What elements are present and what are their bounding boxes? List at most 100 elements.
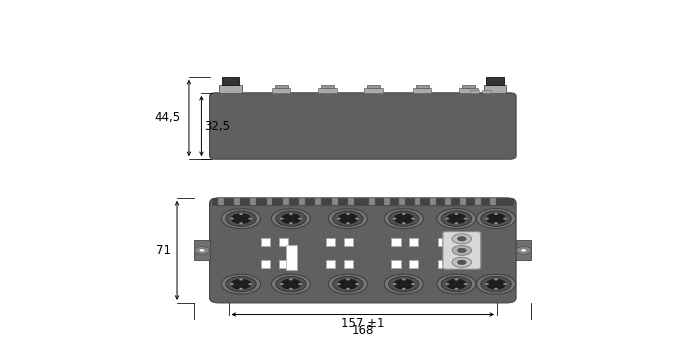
Bar <box>445 199 451 205</box>
Text: 44,5: 44,5 <box>155 112 181 125</box>
Text: 71: 71 <box>155 244 171 257</box>
Text: 168: 168 <box>351 324 374 337</box>
Circle shape <box>463 283 468 285</box>
Circle shape <box>337 218 341 220</box>
Bar <box>486 77 503 85</box>
Bar <box>348 199 354 205</box>
Bar <box>410 238 419 246</box>
Circle shape <box>248 283 252 285</box>
Circle shape <box>230 218 234 220</box>
Circle shape <box>393 218 397 220</box>
Circle shape <box>452 257 472 267</box>
Bar <box>438 260 448 269</box>
Circle shape <box>281 279 301 289</box>
Bar <box>410 260 419 269</box>
Circle shape <box>332 276 363 292</box>
Circle shape <box>454 288 458 290</box>
Circle shape <box>394 214 414 224</box>
Bar <box>456 238 466 246</box>
Circle shape <box>231 279 251 289</box>
Bar <box>430 199 435 205</box>
Bar <box>267 199 272 205</box>
Circle shape <box>355 283 359 285</box>
Bar <box>283 199 289 205</box>
Circle shape <box>239 279 243 280</box>
Bar <box>391 260 400 269</box>
Circle shape <box>485 218 489 220</box>
Circle shape <box>402 213 406 215</box>
Circle shape <box>239 288 243 290</box>
Circle shape <box>494 222 498 224</box>
Bar <box>475 199 481 205</box>
Bar <box>416 85 428 88</box>
Bar <box>274 85 288 88</box>
Bar <box>344 238 354 246</box>
Bar <box>218 199 224 205</box>
Circle shape <box>445 218 449 220</box>
Circle shape <box>338 214 358 224</box>
Bar <box>438 238 448 246</box>
Text: 157 ±1: 157 ±1 <box>341 317 384 330</box>
Circle shape <box>195 247 209 254</box>
Text: 32,5: 32,5 <box>204 120 230 132</box>
Circle shape <box>230 283 234 285</box>
Circle shape <box>441 211 472 227</box>
Bar <box>391 238 400 246</box>
Circle shape <box>485 283 489 285</box>
Circle shape <box>458 237 466 241</box>
Bar <box>212 198 513 205</box>
Circle shape <box>328 274 368 294</box>
Circle shape <box>477 209 515 229</box>
Circle shape <box>199 249 205 252</box>
Circle shape <box>289 279 293 280</box>
Circle shape <box>338 279 358 289</box>
Circle shape <box>280 218 284 220</box>
Bar <box>482 89 491 93</box>
Circle shape <box>454 279 458 280</box>
Circle shape <box>486 279 506 289</box>
Bar <box>344 260 354 269</box>
Circle shape <box>441 276 472 292</box>
Circle shape <box>384 209 424 229</box>
Circle shape <box>346 222 350 224</box>
Bar <box>279 238 288 246</box>
Circle shape <box>276 211 306 227</box>
Circle shape <box>452 234 472 244</box>
Bar <box>219 85 242 93</box>
Circle shape <box>289 213 293 215</box>
Bar <box>462 85 475 88</box>
Bar <box>234 199 240 205</box>
Bar <box>251 199 256 205</box>
Bar <box>326 260 335 269</box>
Circle shape <box>411 218 415 220</box>
Circle shape <box>231 214 251 224</box>
FancyBboxPatch shape <box>209 198 516 303</box>
Bar <box>459 88 477 93</box>
Circle shape <box>437 209 476 229</box>
Circle shape <box>280 283 284 285</box>
Bar <box>261 260 270 269</box>
Circle shape <box>494 213 498 215</box>
Circle shape <box>289 222 293 224</box>
Bar <box>516 241 531 260</box>
FancyBboxPatch shape <box>209 93 516 159</box>
Circle shape <box>503 218 507 220</box>
Circle shape <box>454 213 458 215</box>
Bar <box>369 199 375 205</box>
Circle shape <box>221 209 260 229</box>
Bar <box>367 85 380 88</box>
Circle shape <box>494 288 498 290</box>
Circle shape <box>346 288 350 290</box>
Circle shape <box>402 288 406 290</box>
Circle shape <box>239 213 243 215</box>
Bar <box>470 89 479 93</box>
Bar <box>272 88 290 93</box>
Circle shape <box>346 213 350 215</box>
Circle shape <box>494 279 498 280</box>
Bar <box>484 85 506 93</box>
Circle shape <box>239 222 243 224</box>
Bar <box>318 88 337 93</box>
Circle shape <box>226 276 256 292</box>
Circle shape <box>389 276 419 292</box>
Bar <box>315 199 321 205</box>
